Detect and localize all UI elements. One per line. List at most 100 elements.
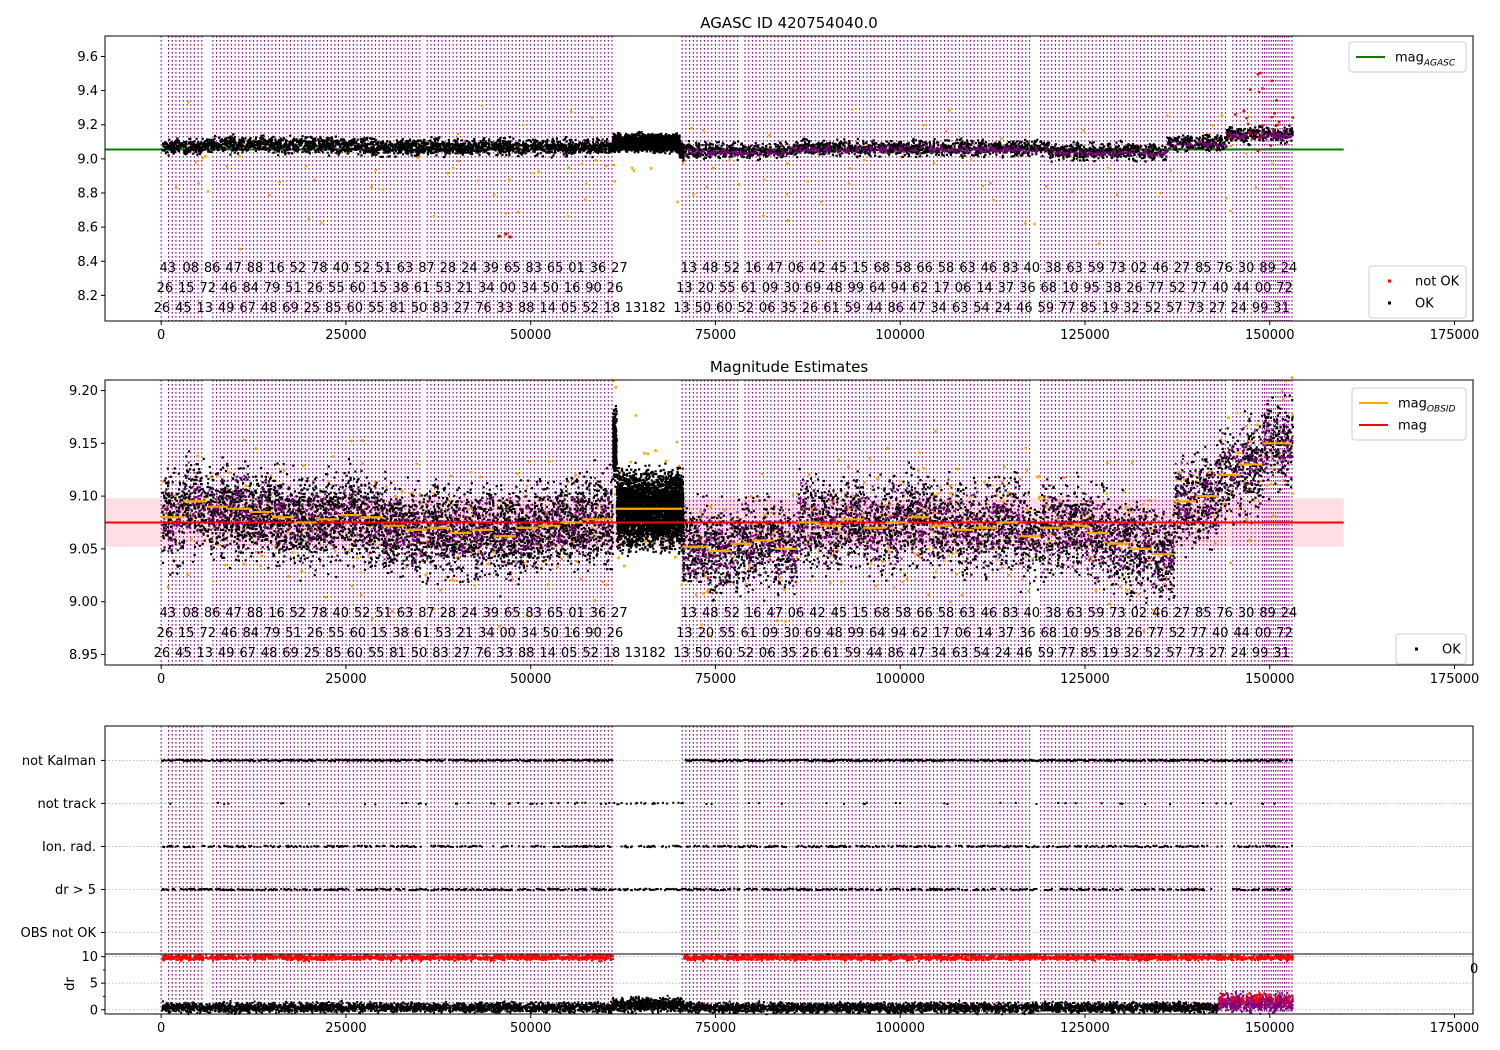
obsid-label: 46	[1152, 606, 1169, 621]
obsid-label: 47	[225, 606, 242, 621]
obsid-label: 15	[371, 626, 388, 641]
obsid-label: 16	[268, 606, 285, 621]
obsid-label: 26	[607, 626, 624, 641]
obsid-label: 15	[178, 281, 195, 296]
obsid-label: 63	[952, 646, 969, 661]
obsid-label: 99	[848, 281, 865, 296]
obsid-label: 13	[681, 606, 698, 621]
x-tick-label: 50000	[510, 672, 551, 687]
obsid-label: 54	[973, 301, 990, 316]
obsid-label: 60	[716, 301, 733, 316]
obsid-label: 30	[1238, 606, 1255, 621]
obsid-label: 73	[1109, 261, 1126, 276]
obsid-label: 26	[307, 281, 324, 296]
obsid-label: 59	[1038, 646, 1055, 661]
obsid-label: 36	[1019, 626, 1036, 641]
obsid-label: 16	[745, 261, 762, 276]
obsid-label: 61	[740, 626, 757, 641]
obsid-label: 05	[561, 301, 578, 316]
x-tick-label: 100000	[875, 1021, 925, 1036]
obsid-label: 66	[916, 261, 933, 276]
legend-point-swatch	[1388, 301, 1391, 305]
obsid-label: 24	[1281, 606, 1298, 621]
obsid-label: 55	[328, 626, 345, 641]
flag-label: Ion. rad.	[42, 840, 96, 855]
obsid-label: 36	[1019, 281, 1036, 296]
obsid-label: 14	[976, 281, 993, 296]
obsid-label: 62	[912, 626, 929, 641]
obsid-label: 30	[783, 626, 800, 641]
obsid-label: 20	[698, 626, 715, 641]
obsid-label: 45	[175, 301, 192, 316]
plot-frame	[104, 953, 1474, 1015]
obsid-label: 28	[440, 261, 457, 276]
obsid-label: 26	[1126, 626, 1143, 641]
flag-label: dr > 5	[55, 883, 96, 898]
legend-box	[1351, 387, 1467, 441]
obsid-label: 59	[1088, 261, 1105, 276]
obsid-label: 68	[873, 261, 890, 276]
ok-points-overlay	[683, 131, 1292, 158]
obsid-label: 87	[418, 606, 435, 621]
x-tick-label: 0	[157, 672, 165, 687]
obsid-label: 06	[955, 626, 972, 641]
obsid-label: 58	[895, 261, 912, 276]
obsid-label: 67	[239, 646, 256, 661]
legend-point-swatch	[1415, 647, 1418, 651]
obsid-label: 52	[1169, 281, 1186, 296]
ok-points-overlay	[161, 461, 614, 573]
obsid-label: 57	[1166, 301, 1183, 316]
obsid-label: 40	[1024, 261, 1041, 276]
x-tick-label: 25000	[325, 672, 366, 687]
obsid-label: 50	[542, 626, 559, 641]
obsid-label: 42	[809, 261, 826, 276]
x-tick-label: 175000	[1430, 672, 1480, 687]
obsid-label: 72	[199, 626, 216, 641]
obsid-label: 69	[282, 646, 299, 661]
obsid-label: 06	[759, 646, 776, 661]
obsid-label: 40	[332, 606, 349, 621]
obsid-label: 13	[681, 261, 698, 276]
obsid-label: 26	[154, 646, 171, 661]
obsid-label: 76	[475, 646, 492, 661]
obsid-label: 34	[478, 281, 495, 296]
obsid-label: 88	[518, 301, 535, 316]
obsid-label: 13	[673, 301, 690, 316]
obsid-label: 39	[483, 606, 500, 621]
obsid-label: 27	[454, 646, 471, 661]
obsid-label: 27	[1209, 301, 1226, 316]
obsid-label: 14	[539, 646, 556, 661]
obsid-label: 55	[368, 646, 385, 661]
obsid-label: 59	[1088, 606, 1105, 621]
obsid-label: 18	[604, 646, 621, 661]
y-tick-label: 9.6	[77, 50, 98, 65]
obsid-label: 40	[332, 261, 349, 276]
obsid-label: 83	[1002, 261, 1019, 276]
flag-label: OBS not OK	[21, 926, 97, 941]
obsid-label: 69	[282, 301, 299, 316]
outlier-points	[174, 101, 1282, 251]
obsid-label: 38	[392, 626, 409, 641]
obsid-label: 13	[676, 281, 693, 296]
obsid-label: 55	[719, 281, 736, 296]
obsid-label: 83	[525, 261, 542, 276]
obsid-label: 86	[888, 301, 905, 316]
obsid-label: 25	[304, 301, 321, 316]
x-tick-label: 125000	[1060, 672, 1110, 687]
obsid-label: 38	[1045, 606, 1062, 621]
obsid-label: 45	[831, 261, 848, 276]
obsid-label: 14	[539, 301, 556, 316]
obsid-label: 59	[845, 646, 862, 661]
obsid-label: 89	[1259, 261, 1276, 276]
plot-flags: not Kalman not track Ion. rad. dr > 5 OBS no…	[21, 725, 1474, 955]
obsid-label: 76	[1216, 261, 1233, 276]
obsid-label: 02	[1131, 606, 1148, 621]
obsid-label: 48	[826, 626, 843, 641]
obsid-label: 33	[497, 646, 514, 661]
x-tick-label: 50000	[510, 1021, 551, 1036]
obsid-label: 84	[242, 626, 259, 641]
obsid-label: 50	[542, 281, 559, 296]
obsid-label: 69	[805, 281, 822, 296]
obsid-label: 48	[261, 646, 278, 661]
